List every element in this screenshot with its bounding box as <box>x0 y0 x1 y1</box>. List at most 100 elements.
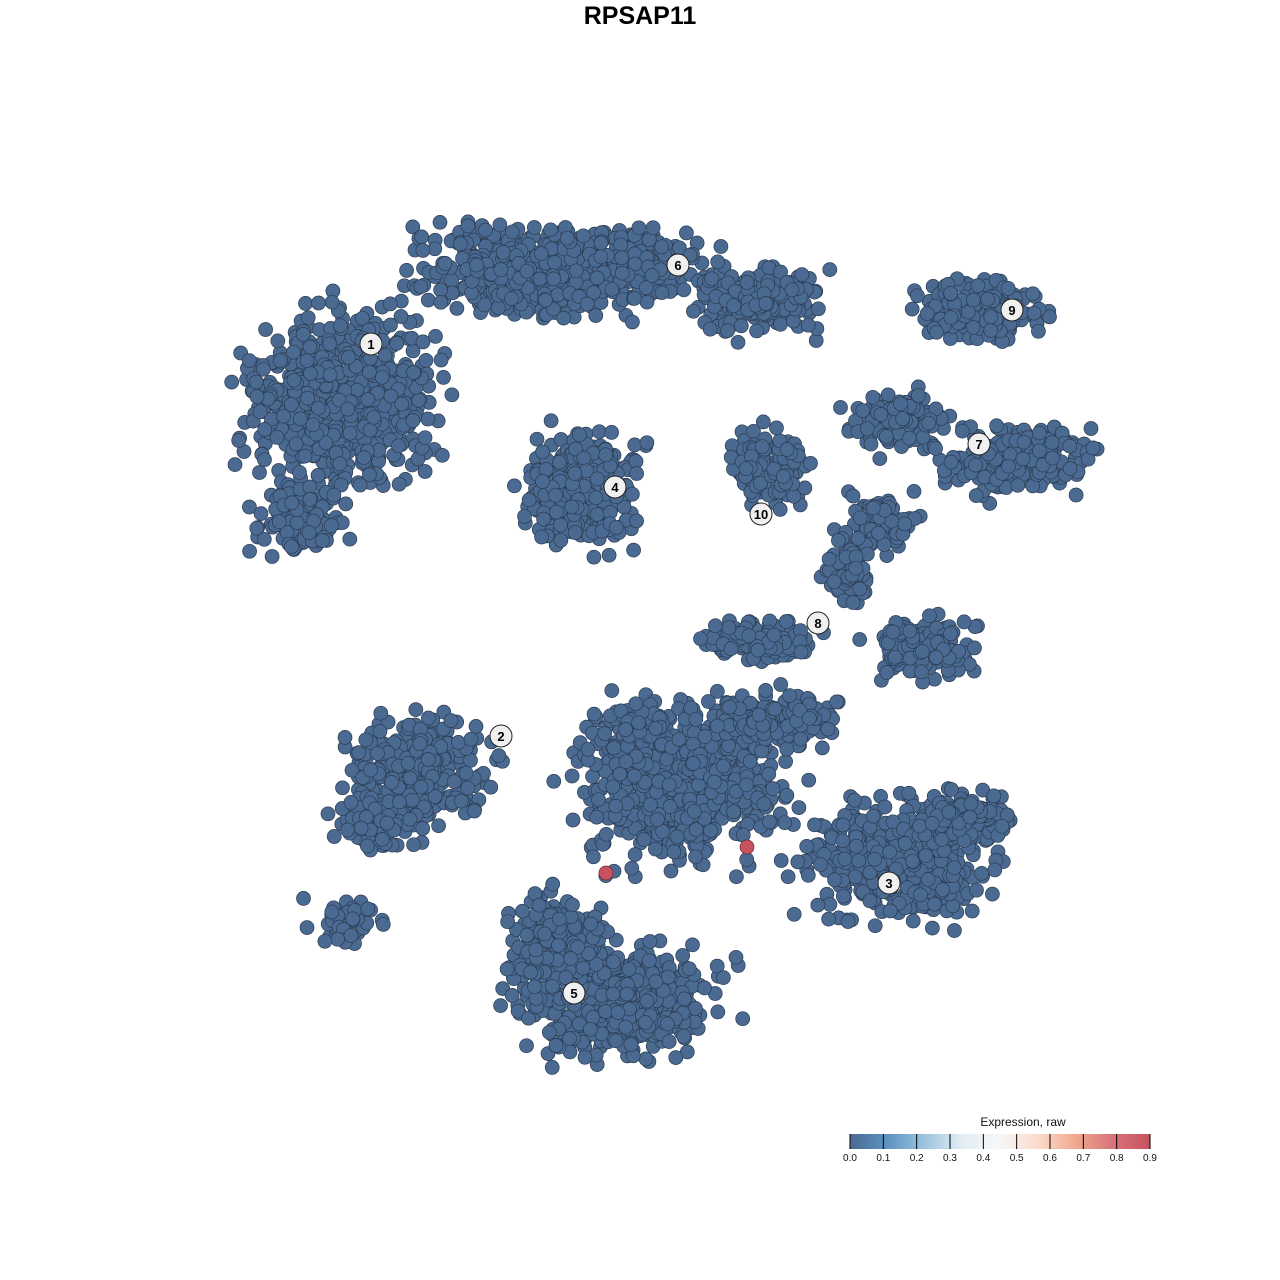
data-point <box>928 650 944 665</box>
data-point <box>437 256 453 271</box>
data-point <box>362 364 377 380</box>
data-point <box>495 245 511 260</box>
data-point <box>340 822 355 838</box>
data-point <box>326 487 342 503</box>
data-point <box>436 370 451 385</box>
data-point <box>962 809 978 825</box>
data-point <box>299 353 315 369</box>
data-point <box>453 236 468 252</box>
data-point <box>544 1060 560 1075</box>
data-point <box>543 222 558 238</box>
data-point <box>420 292 436 308</box>
data-point <box>827 872 842 888</box>
data-point <box>242 543 257 559</box>
data-point <box>693 631 708 647</box>
data-point <box>343 795 359 810</box>
data-point <box>840 914 856 929</box>
data-point <box>769 420 784 436</box>
data-point <box>412 736 428 752</box>
data-point <box>918 848 934 864</box>
data-point <box>702 321 718 337</box>
data-point <box>977 469 992 485</box>
data-point <box>270 333 286 349</box>
data-point <box>356 450 372 465</box>
data-point <box>852 632 868 647</box>
data-point <box>340 401 356 417</box>
data-point <box>987 862 1003 878</box>
data-point <box>526 220 542 235</box>
data-point <box>851 853 867 869</box>
data-point <box>553 532 569 548</box>
data-point <box>567 466 583 481</box>
data-point <box>1031 443 1047 459</box>
data-point <box>919 306 935 321</box>
data-point <box>837 851 853 867</box>
data-point <box>914 644 930 659</box>
data-point <box>625 486 640 502</box>
data-point <box>420 411 436 427</box>
data-point <box>833 400 848 415</box>
data-point <box>943 331 958 346</box>
data-point <box>252 465 267 480</box>
data-point <box>821 911 836 927</box>
data-point <box>467 803 482 819</box>
data-point <box>853 510 868 526</box>
data-point <box>925 920 940 936</box>
data-point <box>859 421 875 437</box>
data-point <box>564 499 580 515</box>
data-point <box>986 788 1002 804</box>
data-point <box>754 439 770 455</box>
data-point <box>902 623 918 639</box>
data-point <box>572 427 587 443</box>
data-point <box>879 665 895 680</box>
data-point <box>598 447 614 463</box>
data-point <box>730 334 746 350</box>
data-point <box>807 817 822 833</box>
data-point <box>708 618 723 634</box>
data-point <box>604 425 619 440</box>
data-point <box>638 1051 654 1067</box>
data-point <box>773 316 788 332</box>
data-point <box>872 451 888 466</box>
data-point <box>685 937 700 953</box>
data-point <box>517 508 532 524</box>
data-point <box>835 817 851 833</box>
data-point <box>547 255 562 270</box>
data-point <box>370 746 385 761</box>
data-point <box>337 730 353 745</box>
data-point <box>855 403 871 418</box>
data-point <box>383 317 398 333</box>
data-point <box>351 745 367 760</box>
data-point <box>297 448 313 464</box>
data-point <box>897 836 913 851</box>
data-point <box>627 437 643 453</box>
data-point <box>421 710 436 726</box>
data-point <box>372 723 388 739</box>
data-point <box>483 779 499 795</box>
data-point <box>432 214 448 230</box>
data-point <box>374 832 390 847</box>
data-point <box>786 488 802 504</box>
data-point <box>716 970 731 985</box>
data-point <box>1062 461 1078 476</box>
data-point <box>601 547 617 563</box>
data-point <box>676 1028 692 1044</box>
data-point <box>735 1011 751 1027</box>
data-point <box>252 404 268 420</box>
data-point <box>1025 286 1041 302</box>
data-point <box>224 374 240 390</box>
data-point <box>721 620 737 636</box>
data-point <box>227 457 243 472</box>
data-point <box>358 732 374 748</box>
data-point <box>968 488 984 503</box>
data-point <box>956 614 972 630</box>
data-point <box>604 281 620 297</box>
data-point <box>968 457 983 473</box>
data-point <box>300 390 316 406</box>
data-point <box>813 857 828 872</box>
data-point <box>311 295 326 311</box>
data-point <box>493 998 508 1013</box>
data-point <box>338 496 354 512</box>
data-point <box>863 436 879 452</box>
data-point <box>411 392 427 408</box>
